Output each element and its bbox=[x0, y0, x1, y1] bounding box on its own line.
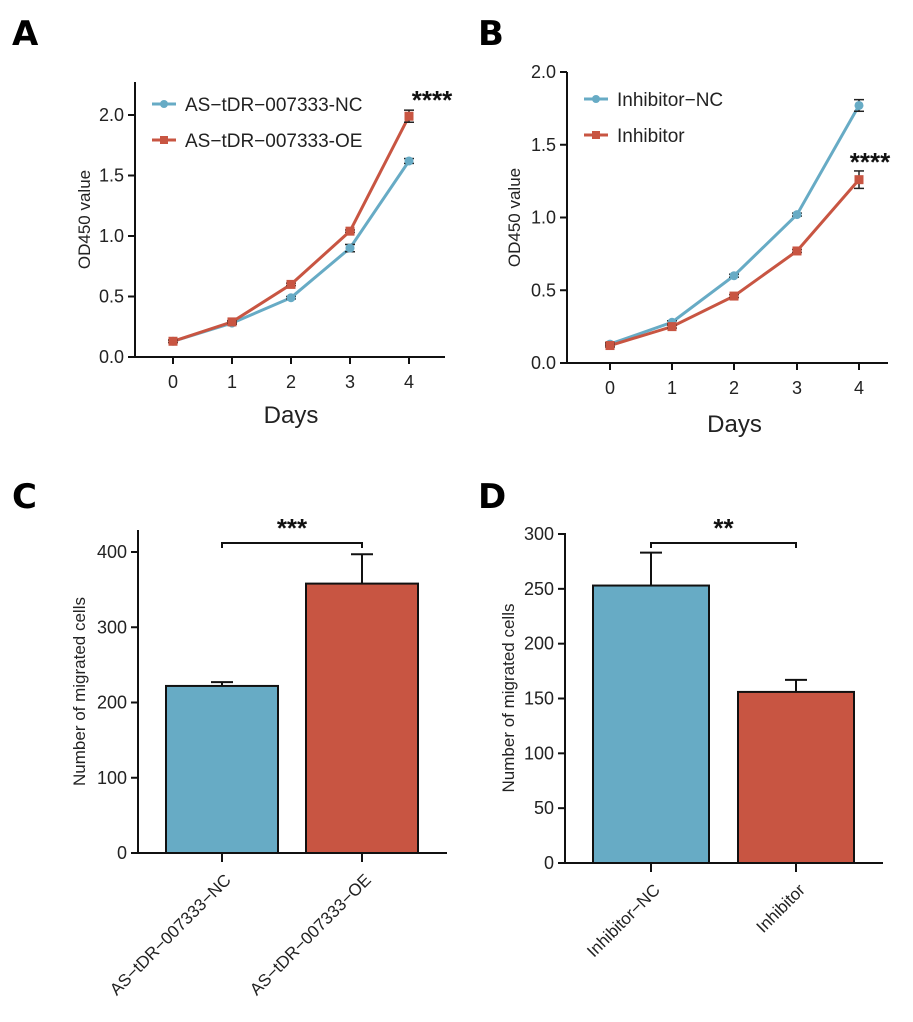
y-tick-label: 0.5 bbox=[99, 287, 124, 307]
significance-bracket bbox=[221, 542, 363, 548]
data-point bbox=[854, 100, 864, 110]
data-point bbox=[286, 279, 296, 289]
legend-marker bbox=[592, 95, 600, 103]
y-axis-label: Number of migrated cells bbox=[499, 604, 518, 793]
panel-b: B 0.0 0.5 1.0 1.5 2.0 OD450 value 0 1 2 3 4 Days Inhi… bbox=[478, 14, 891, 438]
y-tick-label: 0.0 bbox=[99, 347, 124, 367]
bar bbox=[305, 582, 419, 854]
significance-marker: ** bbox=[713, 513, 734, 543]
series-control bbox=[168, 156, 414, 346]
x-tick-label: AS−tDR−007333−OE bbox=[246, 870, 375, 999]
y-tick-label: 2.0 bbox=[531, 62, 556, 82]
bar bbox=[592, 584, 710, 864]
panel-letter: B bbox=[478, 14, 504, 54]
data-point bbox=[667, 322, 677, 332]
y-tick-label: 150 bbox=[524, 689, 554, 709]
y-tick-label: 1.5 bbox=[99, 166, 124, 186]
x-axis-label: Days bbox=[264, 402, 319, 429]
x-tick-label: 1 bbox=[667, 378, 677, 398]
significance-marker: **** bbox=[850, 147, 891, 177]
bar bbox=[737, 690, 855, 864]
data-point bbox=[404, 111, 414, 121]
legend-label: AS−tDR−007333-NC bbox=[185, 95, 362, 116]
legend-marker bbox=[160, 100, 168, 108]
panel-letter: D bbox=[478, 477, 506, 517]
legend-label: Inhibitor bbox=[617, 126, 685, 147]
y-axis-label: OD450 value bbox=[75, 170, 94, 269]
panel-d: D 0 50 100 150 200 250 300 Number of migrated ce… bbox=[478, 477, 883, 961]
y-tick-label: 200 bbox=[97, 693, 127, 713]
y-tick-label: 400 bbox=[97, 542, 127, 562]
y-tick-label: 0 bbox=[544, 853, 554, 873]
x-tick-label: 2 bbox=[729, 378, 739, 398]
x-tick-label: 0 bbox=[605, 378, 615, 398]
x-tick-label: Inhibitor bbox=[753, 880, 809, 936]
data-point bbox=[792, 246, 802, 256]
y-tick-label: 300 bbox=[97, 617, 127, 637]
significance-bracket bbox=[650, 542, 797, 548]
y-tick-label: 100 bbox=[97, 768, 127, 788]
panel-letter: C bbox=[12, 477, 37, 517]
data-point bbox=[345, 226, 355, 236]
significance-marker: *** bbox=[277, 513, 308, 543]
data-point bbox=[286, 293, 296, 303]
x-tick-label: 0 bbox=[168, 372, 178, 392]
data-point bbox=[345, 243, 355, 253]
y-tick-label: 0.5 bbox=[531, 280, 556, 300]
x-tick-label: 3 bbox=[792, 378, 802, 398]
y-axis-label: Number of migrated cells bbox=[70, 597, 89, 786]
data-point bbox=[168, 336, 178, 346]
y-axis-label: OD450 value bbox=[505, 168, 524, 267]
x-tick-label: 4 bbox=[404, 372, 414, 392]
x-tick-label: 2 bbox=[286, 372, 296, 392]
legend-label: Inhibitor−NC bbox=[617, 90, 723, 111]
y-tick-label: 0.0 bbox=[531, 353, 556, 373]
x-tick-label: Inhibitor−NC bbox=[583, 880, 664, 961]
panel-letter: A bbox=[12, 14, 39, 54]
y-tick-label: 250 bbox=[524, 579, 554, 599]
legend-marker bbox=[160, 136, 168, 144]
y-tick-label: 300 bbox=[524, 524, 554, 544]
y-tick-label: 1.0 bbox=[99, 226, 124, 246]
x-tick-label: AS−tDR−007333−NC bbox=[106, 870, 235, 999]
y-tick-label: 200 bbox=[524, 634, 554, 654]
series-line bbox=[609, 178, 861, 347]
legend-label: AS−tDR−007333-OE bbox=[185, 131, 362, 152]
x-tick-label: 3 bbox=[345, 372, 355, 392]
series-treatment bbox=[605, 170, 864, 351]
bar bbox=[165, 684, 279, 854]
series-treatment bbox=[168, 109, 414, 346]
x-tick-label: 4 bbox=[854, 378, 864, 398]
y-tick-label: 0 bbox=[117, 843, 127, 863]
data-point bbox=[729, 271, 739, 281]
data-point bbox=[729, 291, 739, 301]
data-point bbox=[404, 156, 414, 166]
panel-c: C 0 100 200 300 400 Number of migrated cells AS… bbox=[12, 477, 447, 999]
panel-a: A 0.0 0.5 1.0 1.5 2.0 OD450 value 0 1 2 3 4 Days AS−t… bbox=[12, 14, 453, 429]
y-tick-label: 2.0 bbox=[99, 105, 124, 125]
data-point bbox=[227, 317, 237, 327]
y-tick-label: 1.5 bbox=[531, 135, 556, 155]
x-tick-label: 1 bbox=[227, 372, 237, 392]
legend-marker bbox=[592, 131, 600, 139]
y-tick-label: 50 bbox=[534, 798, 554, 818]
data-point bbox=[792, 210, 802, 220]
significance-marker: **** bbox=[412, 85, 453, 115]
data-point bbox=[605, 341, 615, 351]
data-point bbox=[854, 175, 864, 185]
x-axis-label: Days bbox=[707, 411, 762, 438]
y-tick-label: 1.0 bbox=[531, 208, 556, 228]
y-tick-label: 100 bbox=[524, 743, 554, 763]
